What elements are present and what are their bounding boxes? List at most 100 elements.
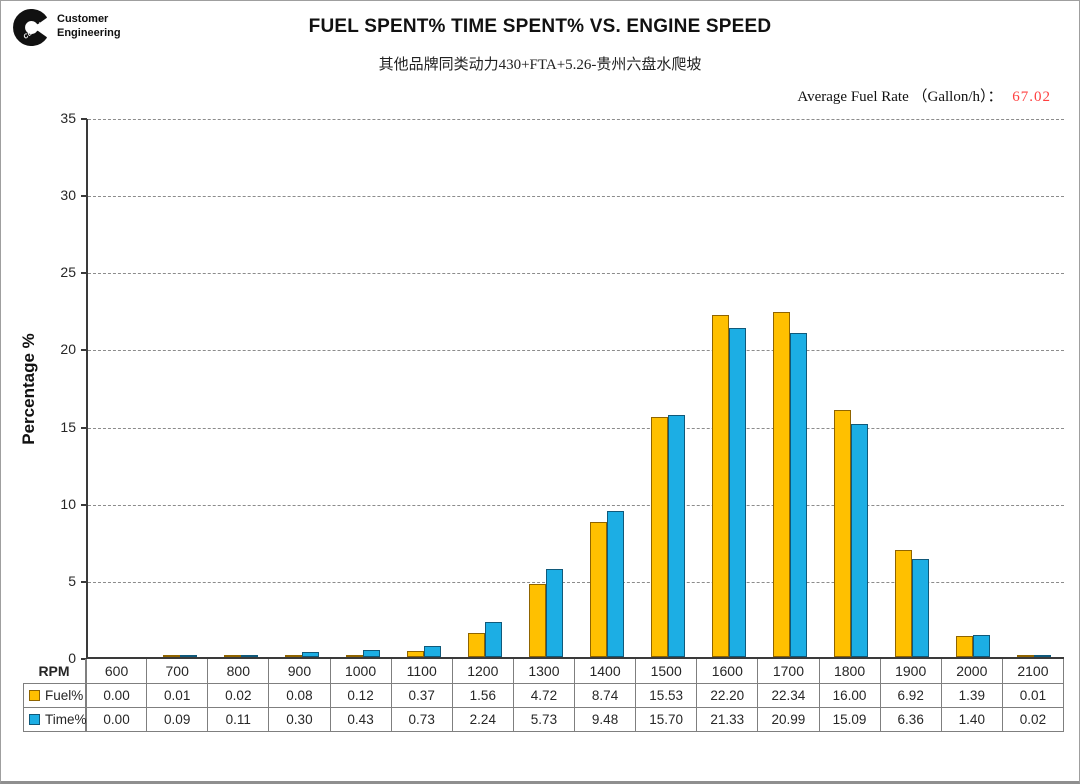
bar-Fuel-800 bbox=[223, 655, 241, 657]
bar-Fuel-700 bbox=[162, 655, 180, 657]
value-Fuel-1000: 0.12 bbox=[330, 684, 392, 708]
value-Time-1900: 6.36 bbox=[880, 708, 942, 732]
bar-Time-1000 bbox=[362, 650, 380, 657]
bar-Time-1200 bbox=[484, 622, 502, 657]
value-Time-600: 0.00 bbox=[86, 708, 148, 732]
value-Fuel-1800: 16.00 bbox=[819, 684, 881, 708]
y-tick-30 bbox=[81, 195, 87, 198]
bar-Time-1600 bbox=[728, 327, 746, 657]
value-Fuel-1200: 1.56 bbox=[452, 684, 514, 708]
bar-Time-1500 bbox=[667, 414, 685, 657]
cummins-logo: Cummins Customer Engineering bbox=[13, 9, 121, 51]
bar-Time-1300 bbox=[545, 568, 563, 657]
y-tick-15 bbox=[81, 426, 87, 429]
bar-group-1600 bbox=[698, 119, 759, 657]
bar-group-1400 bbox=[576, 119, 637, 657]
chart-title: FUEL SPENT% TIME SPENT% VS. ENGINE SPEED bbox=[308, 16, 772, 37]
gridline-30 bbox=[88, 196, 1064, 198]
value-Fuel-2100: 0.01 bbox=[1002, 684, 1064, 708]
value-Fuel-1500: 15.53 bbox=[636, 684, 698, 708]
value-Time-1400: 9.48 bbox=[575, 708, 637, 732]
value-Fuel-2000: 1.39 bbox=[941, 684, 1003, 708]
bar-group-1700 bbox=[759, 119, 820, 657]
value-Fuel-600: 0.00 bbox=[86, 684, 148, 708]
value-Fuel-1700: 22.34 bbox=[758, 684, 820, 708]
bar-Fuel-1000 bbox=[345, 655, 363, 657]
bar-Fuel-1100 bbox=[406, 651, 424, 657]
average-fuel-rate-label: Average Fuel Rate （Gallon/h）： bbox=[797, 89, 1003, 105]
y-axis-label-35: 35 bbox=[60, 110, 76, 126]
bar-group-900 bbox=[271, 119, 332, 657]
bar-Time-2000 bbox=[972, 635, 990, 657]
value-Time-1700: 20.99 bbox=[758, 708, 820, 732]
rpm-header-1500: 1500 bbox=[636, 659, 698, 684]
average-fuel-rate: Average Fuel Rate （Gallon/h）： 67.02 bbox=[797, 85, 1051, 106]
legend-swatch-Fuel bbox=[29, 690, 40, 701]
plot-area: 0 5 10 15 20 25 30 35 bbox=[60, 110, 1064, 666]
y-tick-25 bbox=[81, 272, 87, 275]
bar-Fuel-900 bbox=[284, 655, 302, 657]
bar-group-1200 bbox=[454, 119, 515, 657]
rpm-header-900: 900 bbox=[269, 659, 331, 684]
bar-Time-1800 bbox=[850, 424, 868, 657]
rpm-header-1000: 1000 bbox=[330, 659, 392, 684]
rpm-header-1600: 1600 bbox=[697, 659, 759, 684]
y-axis-label-15: 15 bbox=[60, 418, 76, 435]
legend-Time: Time% bbox=[23, 708, 87, 732]
bar-group-1000 bbox=[332, 119, 393, 657]
y-axis-label-0: 0 bbox=[68, 650, 76, 666]
value-Time-1000: 0.43 bbox=[330, 708, 392, 732]
value-Fuel-1300: 4.72 bbox=[513, 684, 575, 708]
logo-text-line1: Customer bbox=[57, 13, 109, 25]
bar-Fuel-1200 bbox=[467, 632, 485, 657]
rpm-header-1400: 1400 bbox=[575, 659, 637, 684]
cummins-c-icon: Cummins bbox=[13, 9, 50, 51]
bar-Fuel-1300 bbox=[528, 584, 546, 657]
bar-Fuel-1700 bbox=[772, 312, 790, 657]
rpm-header-1300: 1300 bbox=[513, 659, 575, 684]
value-Fuel-1100: 0.37 bbox=[391, 684, 453, 708]
rpm-header-1200: 1200 bbox=[452, 659, 514, 684]
y-axis-label-20: 20 bbox=[60, 341, 76, 358]
y-axis-label-25: 25 bbox=[60, 264, 76, 281]
bar-Fuel-1400 bbox=[589, 522, 607, 657]
bar-group-2000 bbox=[942, 119, 1003, 657]
table-corner-rpm: RPM bbox=[23, 659, 86, 684]
value-Time-900: 0.30 bbox=[269, 708, 331, 732]
data-table: RPM 600 700 800 900 1000 1100 1200 1300 1400 1500 1… bbox=[23, 659, 1064, 732]
bar-Time-2100 bbox=[1033, 655, 1051, 657]
bar-group-1500 bbox=[637, 119, 698, 657]
bar-Fuel-2000 bbox=[955, 635, 973, 657]
value-Time-1500: 15.70 bbox=[636, 708, 698, 732]
logo-text-line2: Engineering bbox=[57, 26, 121, 39]
rpm-header-800: 800 bbox=[208, 659, 270, 684]
rpm-header-600: 600 bbox=[86, 659, 148, 684]
value-Time-2000: 1.40 bbox=[941, 708, 1003, 732]
legend-label-Time: Time% bbox=[45, 712, 87, 727]
y-axis-label-5: 5 bbox=[68, 572, 76, 589]
value-Fuel-1400: 8.74 bbox=[575, 684, 637, 708]
bar-group-2100 bbox=[1003, 119, 1064, 657]
y-tick-0 bbox=[81, 658, 87, 660]
bar-group-1800 bbox=[820, 119, 881, 657]
gridline-10 bbox=[88, 504, 1064, 506]
value-Time-1100: 0.73 bbox=[391, 708, 453, 732]
bar-Time-1100 bbox=[423, 645, 441, 657]
bar-group-1900 bbox=[881, 119, 942, 657]
gridline-5 bbox=[88, 581, 1064, 583]
y-tick-35 bbox=[81, 118, 87, 120]
value-Time-2100: 0.02 bbox=[1002, 708, 1064, 732]
legend-Fuel: Fuel% bbox=[23, 684, 86, 708]
gridline-20 bbox=[88, 350, 1064, 352]
bar-group-600 bbox=[88, 119, 149, 657]
rpm-header-2100: 2100 bbox=[1002, 659, 1064, 684]
bar-group-700 bbox=[149, 119, 210, 657]
rpm-header-1700: 1700 bbox=[758, 659, 820, 684]
gridline-35 bbox=[88, 119, 1064, 120]
value-Fuel-1600: 22.20 bbox=[697, 684, 759, 708]
bar-Fuel-1900 bbox=[894, 550, 912, 657]
bar-group-1300 bbox=[515, 119, 576, 657]
value-Time-700: 0.09 bbox=[147, 708, 209, 732]
legend-swatch-Time bbox=[29, 714, 40, 725]
